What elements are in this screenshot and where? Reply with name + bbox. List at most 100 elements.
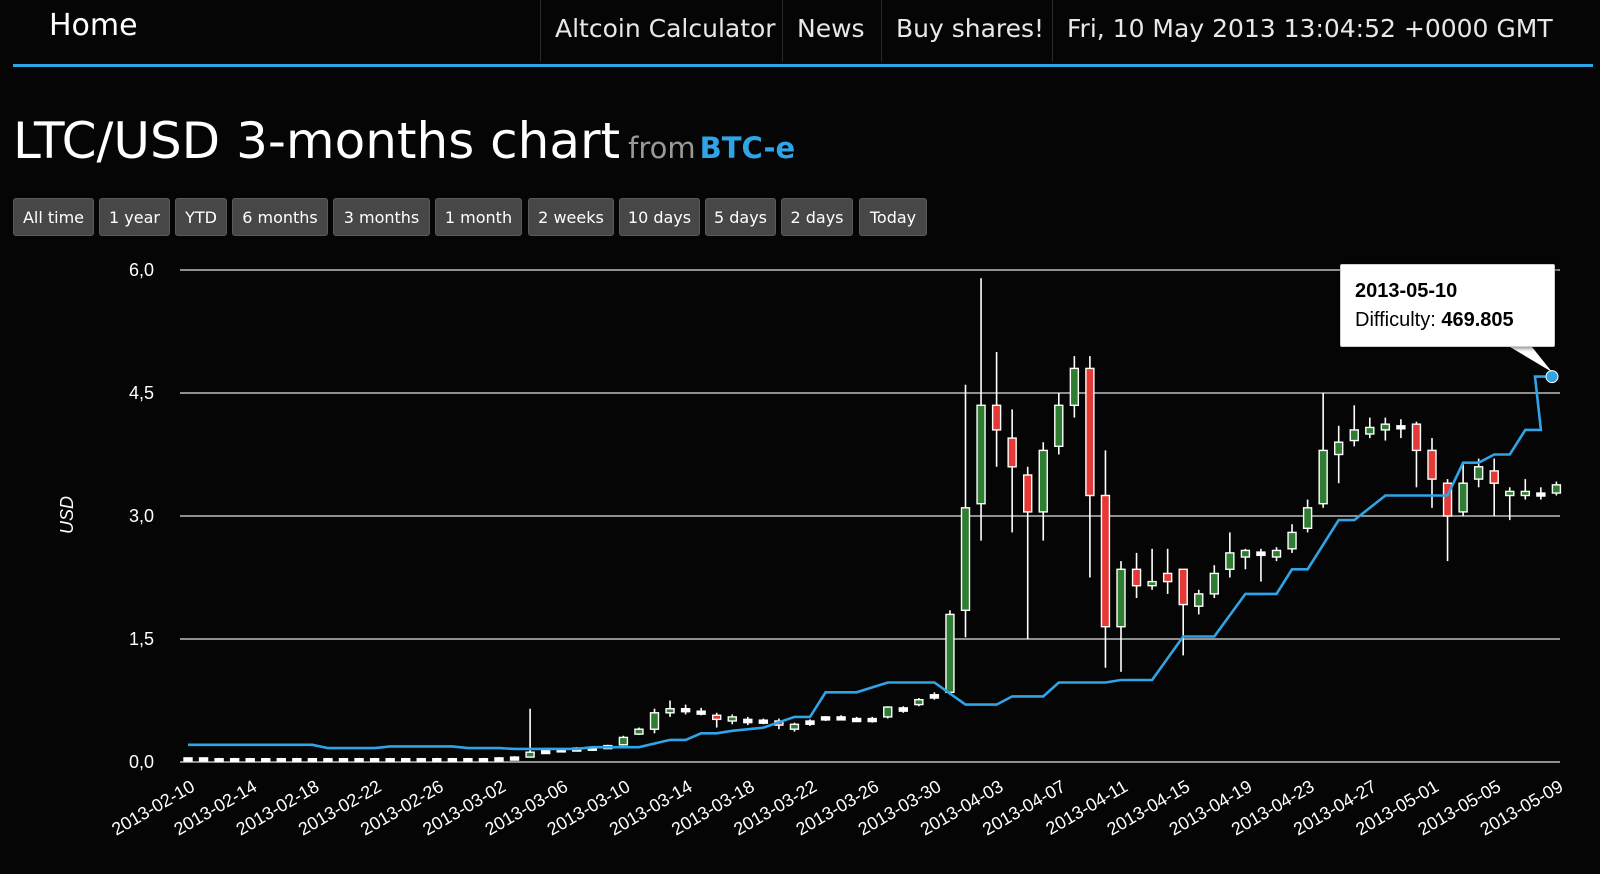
candle-body-down <box>1427 449 1437 480</box>
nav-news[interactable]: News <box>782 0 879 62</box>
candle-body-up <box>401 758 411 763</box>
tooltip-date: 2013-05-10 <box>1355 280 1458 302</box>
candle-body-up <box>183 757 193 762</box>
candle-body-up <box>1225 552 1235 571</box>
candle-body-up <box>1302 507 1313 529</box>
range-2-weeks-button[interactable]: 2 weeks <box>528 198 614 236</box>
range-6-months-button[interactable]: 6 months <box>232 198 328 236</box>
y-tick-label: 3,0 <box>129 506 154 526</box>
candle-body-up <box>758 719 769 724</box>
candle-body-up <box>1458 482 1468 513</box>
candle-body-up <box>1209 572 1220 595</box>
candle-body-up <box>1240 549 1251 558</box>
candle-body-down <box>1100 494 1111 628</box>
candle-body-up <box>789 723 800 730</box>
candle-body-up <box>229 758 240 763</box>
candle-body-up <box>416 758 426 763</box>
candle-body-up <box>1054 404 1064 447</box>
candle-body-up <box>914 698 924 706</box>
candle-body-down <box>1131 568 1142 587</box>
candle-body-up <box>618 736 629 746</box>
candle-body-up <box>245 758 255 763</box>
candle-body-up <box>1380 423 1391 431</box>
candle-body-up <box>649 712 660 730</box>
candle-body-down <box>1178 568 1188 606</box>
candle-body-up <box>1349 429 1359 442</box>
range-all-time-button[interactable]: All time <box>13 198 94 236</box>
candle-body-up <box>1069 367 1080 406</box>
candle-body-up <box>1505 490 1515 497</box>
candle-body-up <box>463 758 473 763</box>
candle-body-down <box>836 716 846 721</box>
candle-body-down <box>743 718 753 724</box>
y-tick-label: 1,5 <box>129 629 154 649</box>
candle-body-up <box>354 758 364 763</box>
candle-body-up <box>1194 593 1204 607</box>
chart-tooltip: 2013-05-10 Difficulty: 469.805 <box>1340 264 1555 347</box>
candle-body-down <box>1411 423 1422 452</box>
candle-body-down <box>1489 470 1499 484</box>
difficulty-line <box>188 375 1552 751</box>
candle-body-up <box>261 758 271 763</box>
candle-body-up <box>214 758 224 763</box>
candle-body-down <box>1396 425 1406 430</box>
y-axis-label: USD <box>57 496 77 534</box>
candle-body-down <box>198 757 209 762</box>
candle-body-up <box>867 717 877 723</box>
tooltip-pointer <box>1510 347 1552 372</box>
range-5-days-button[interactable]: 5 days <box>705 198 776 236</box>
candle-body-up <box>727 716 737 722</box>
difficulty-marker <box>1545 370 1559 384</box>
range-1-month-button[interactable]: 1 month <box>435 198 522 236</box>
tooltip-value: 469.805 <box>1441 309 1514 331</box>
candle-body-up <box>1333 441 1344 456</box>
range-10-days-button[interactable]: 10 days <box>619 198 700 236</box>
nav-buy-shares[interactable]: Buy shares! <box>881 0 1058 62</box>
nav-altcoin-calculator[interactable]: Altcoin Calculator <box>540 0 790 62</box>
tooltip-line: Difficulty: 469.805 <box>1355 305 1540 335</box>
range-3-months-button[interactable]: 3 months <box>333 198 430 236</box>
range-2-days-button[interactable]: 2 days <box>781 198 853 236</box>
candle-body-up <box>1116 568 1126 628</box>
candle-body-up <box>494 757 504 762</box>
candle-body-up <box>509 756 520 761</box>
candle-body-up <box>634 728 644 735</box>
candle-body-up <box>338 758 349 763</box>
candle-body-down <box>1162 572 1173 583</box>
y-tick-label: 0,0 <box>129 752 154 772</box>
candle-body-up <box>276 758 286 763</box>
nav-datetime: Fri, 10 May 2013 13:04:52 +0000 GMT <box>1052 0 1567 62</box>
candle-body-up <box>385 758 395 763</box>
candle-body-up <box>1520 490 1531 497</box>
y-tick-label: 6,0 <box>129 260 154 280</box>
candle-body-up <box>1038 449 1048 513</box>
candle-body-down <box>1007 437 1017 468</box>
candle-body-up <box>478 758 489 763</box>
candle-body-down <box>1442 482 1453 517</box>
candle-body-up <box>883 706 893 718</box>
candle-body-up <box>1318 449 1328 505</box>
home-link[interactable]: Home <box>49 8 138 43</box>
tooltip-label: Difficulty: <box>1355 309 1436 331</box>
candle-body-up <box>1271 549 1282 558</box>
y-tick-label: 4,5 <box>129 383 154 403</box>
page-title-text: LTC/USD 3-months chart <box>13 112 621 170</box>
candle-body-up <box>945 613 955 694</box>
candle-body-up <box>1536 492 1546 497</box>
candle-body-up <box>292 758 302 763</box>
range-ytd-button[interactable]: YTD <box>175 198 227 236</box>
range-today-button[interactable]: Today <box>859 198 927 236</box>
candle-body-down <box>991 404 1002 431</box>
source-link[interactable]: BTC-e <box>699 131 796 165</box>
candle-body-up <box>525 751 535 758</box>
candle-body-down <box>1023 474 1033 513</box>
candle-body-up <box>307 758 318 763</box>
candle-body-down <box>851 717 862 723</box>
candle-body-up <box>447 758 458 763</box>
candle-body-down <box>1085 367 1095 497</box>
candle-body-up <box>976 404 986 505</box>
candle-body-up <box>1287 531 1297 550</box>
page-title: LTC/USD 3-months chart from BTC-e <box>13 112 795 170</box>
range-1-year-button[interactable]: 1 year <box>99 198 170 236</box>
